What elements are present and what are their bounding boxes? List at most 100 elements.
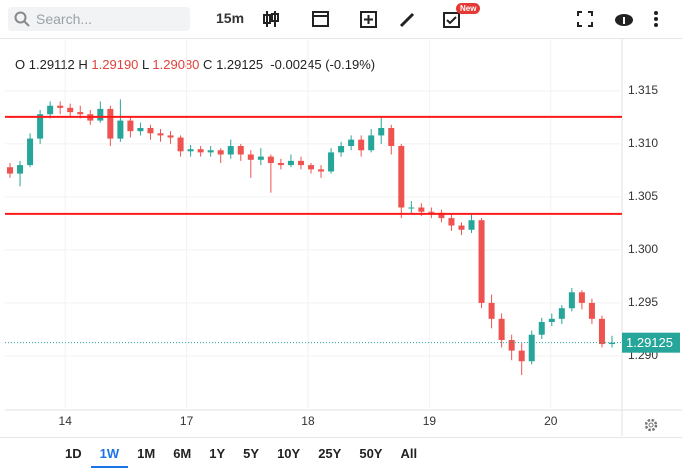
legend-label: L [142,57,149,72]
draw-icon[interactable] [399,12,415,28]
y-tick-label: 1.315 [628,83,658,97]
candle-body [538,322,545,335]
events-icon[interactable] [443,12,460,28]
candle-body [47,105,54,115]
candle-body [187,149,194,152]
candle-body [7,167,14,174]
candle-body [177,137,184,152]
candle-body [498,318,505,341]
range-button[interactable]: 10Y [277,446,301,461]
candle-body [438,212,445,219]
range-button[interactable]: 6M [173,446,192,461]
candle-body [287,160,294,166]
x-tick-label: 20 [544,414,558,428]
candle-body [338,146,345,153]
range-button[interactable]: 5Y [243,446,260,461]
download-icon[interactable] [615,14,633,26]
range-button[interactable]: 1Y [209,446,226,461]
x-tick-label: 14 [59,414,73,428]
candle-body [478,220,485,303]
candle-body [257,156,264,160]
candle-body [167,135,174,138]
y-tick-label: 1.295 [628,295,658,309]
candle-body [117,120,124,139]
candle-body [237,146,244,155]
candle-body [408,207,415,209]
x-tick-label: 18 [301,414,315,428]
candle-body [378,127,385,136]
y-tick-label: 1.300 [628,242,658,256]
candle-body [528,334,535,362]
settings-icon[interactable] [644,418,658,432]
y-tick-label: 1.305 [628,189,658,203]
candle-body [588,302,595,319]
legend-label: O [15,57,26,72]
candle-body [57,105,64,108]
legend-change: -0.00245 (-0.19%) [270,57,376,72]
range-button[interactable]: 1W [90,440,129,468]
candle-body [97,108,104,121]
range-button[interactable]: 25Y [318,446,342,461]
legend-value: 1.29112 [28,57,75,72]
candle-body [318,169,325,172]
fullscreen-icon[interactable] [577,11,593,27]
footer-border [0,437,682,438]
candle-body [578,292,585,303]
x-tick-label: 17 [180,414,194,428]
candle-body [247,154,254,160]
y-tick-label: 1.310 [628,136,658,150]
candle-body [548,318,555,323]
candle-body [388,127,395,147]
toolbar-icons [263,11,658,28]
new-badge: New [456,3,481,14]
candle-body [107,108,114,139]
add-indicator-icon[interactable] [360,11,377,28]
candle-body [277,162,284,166]
legend-label: H [78,57,88,72]
chart-type-icon[interactable] [263,11,279,27]
legend-value: 1.29190 [91,57,139,72]
range-button[interactable]: 1M [137,446,156,461]
legend-value: 1.29080 [152,57,200,72]
candle-body [307,165,315,170]
candle-body [488,302,495,319]
candle-body [157,133,164,136]
candle-body [568,292,575,309]
candle-body [358,139,365,151]
candle-body [137,127,144,132]
candle-body [37,114,44,139]
candle-body [17,165,24,174]
toolbar-border [0,38,682,39]
candle-body [398,146,405,208]
range-button[interactable]: 50Y [359,446,383,461]
candle-body [448,218,455,226]
more-icon[interactable] [654,11,658,27]
candle-body [77,112,84,115]
candle-body [348,139,355,147]
candle-body [297,160,304,166]
candle-body [27,138,34,166]
candle-body [518,350,525,362]
search-icon [14,11,30,27]
legend-label: C [203,57,213,72]
range-bar: 1D 1W 1M 6M 1Y 5Y 10Y 25Y 50Y All [56,440,426,468]
candle-body [558,308,565,319]
candle-body [418,207,425,212]
candle-body [267,156,274,163]
candle-body [227,146,234,155]
last-price-label: 1.29125 [626,335,673,350]
range-button[interactable]: All [400,446,418,461]
interval-button[interactable]: 15m [216,10,245,26]
search-box[interactable]: Search... [8,7,190,31]
x-tick-label: 19 [423,414,437,428]
range-button[interactable]: 1D [65,446,82,461]
calendar-icon[interactable] [312,11,329,27]
candle-body [508,340,515,351]
legend-value: 1.29125 [216,57,264,72]
candle-body [207,150,214,153]
candle-body [147,127,154,134]
candle-body [458,225,465,230]
candle-body [368,135,375,151]
